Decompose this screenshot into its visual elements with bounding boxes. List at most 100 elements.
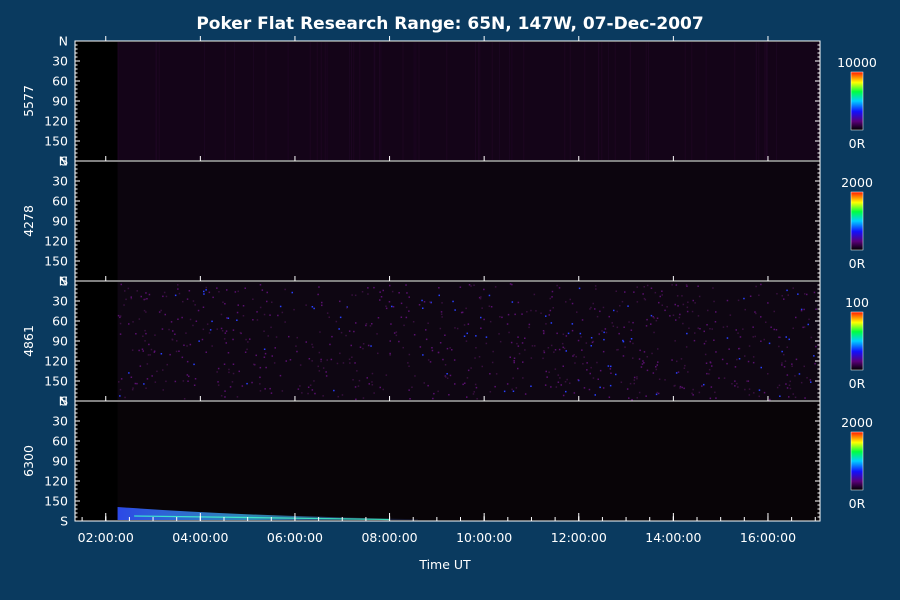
noise-speck	[679, 313, 681, 316]
streak	[418, 42, 420, 160]
noise-speck	[464, 382, 466, 384]
noise-speck	[609, 384, 612, 387]
noise-speck	[802, 326, 804, 329]
noise-speck	[119, 315, 122, 317]
noise-speck	[357, 385, 360, 387]
noise-speck	[636, 377, 638, 380]
noise-speck	[781, 364, 783, 366]
noise-speck	[409, 398, 411, 400]
noise-speck	[646, 356, 648, 358]
wavelength-label: 4861	[21, 325, 36, 357]
noise-speck	[311, 389, 314, 391]
x-tick-label: 16:00:00	[740, 530, 796, 545]
noise-speck	[440, 313, 443, 315]
noise-speck	[703, 330, 705, 333]
noise-speck	[367, 287, 369, 289]
noise-speck	[629, 340, 631, 343]
noise-speck	[154, 334, 156, 336]
noise-speck	[369, 325, 372, 327]
noise-speck	[501, 316, 503, 319]
noise-speck	[518, 352, 521, 355]
noise-speck	[437, 351, 440, 354]
noise-speck	[602, 387, 605, 389]
colorbar-max-label: 2000	[841, 175, 873, 190]
noise-speck	[808, 318, 810, 321]
noise-speck	[131, 349, 134, 351]
noise-speck	[211, 345, 213, 347]
noise-speck	[220, 327, 223, 330]
noise-speck	[411, 386, 413, 388]
noise-speck	[718, 377, 720, 379]
noise-speck	[603, 338, 605, 341]
noise-speck	[156, 370, 158, 373]
noise-speck	[530, 357, 533, 359]
noise-speck	[427, 359, 430, 361]
noise-speck	[760, 283, 762, 286]
noise-speck	[615, 373, 617, 376]
noise-speck	[325, 375, 328, 377]
noise-speck	[348, 358, 351, 360]
noise-speck	[652, 372, 655, 374]
noise-speck	[778, 336, 780, 338]
noise-speck	[154, 381, 157, 383]
noise-speck	[406, 292, 408, 294]
noise-speck	[483, 288, 485, 291]
noise-speck	[800, 309, 803, 312]
noise-speck	[345, 334, 347, 337]
noise-speck	[661, 290, 663, 292]
noise-speck	[160, 309, 162, 312]
noise-speck	[622, 355, 625, 357]
noise-speck	[658, 301, 660, 304]
noise-speck	[253, 363, 255, 366]
streak	[158, 42, 160, 160]
noise-speck	[671, 284, 673, 286]
noise-speck	[194, 304, 196, 306]
noise-speck	[245, 338, 247, 341]
y-tick-label: S	[60, 274, 68, 289]
noise-speck	[632, 357, 634, 359]
noise-speck	[586, 362, 588, 364]
noise-speck	[238, 370, 240, 373]
noise-speck	[526, 311, 528, 313]
noise-speck	[492, 350, 494, 353]
noise-speck	[475, 335, 477, 337]
noise-speck	[326, 312, 329, 314]
noise-speck	[130, 376, 133, 378]
noise-speck	[697, 285, 699, 287]
noise-speck	[145, 311, 147, 313]
streak	[645, 42, 647, 160]
noise-speck	[208, 332, 211, 334]
noise-speck	[511, 283, 513, 286]
noise-speck	[758, 389, 761, 391]
noise-speck	[140, 295, 142, 298]
noise-speck	[467, 323, 470, 325]
noise-speck	[692, 299, 694, 302]
noise-speck	[628, 321, 630, 323]
noise-speck	[185, 332, 187, 334]
noise-speck	[227, 317, 230, 319]
noise-speck	[791, 363, 793, 365]
noise-speck	[737, 332, 739, 334]
noise-speck	[494, 385, 496, 388]
noise-speck	[263, 356, 266, 358]
streak	[629, 42, 631, 160]
noise-speck	[489, 320, 492, 323]
noise-speck	[221, 330, 224, 332]
noise-speck	[791, 365, 793, 367]
y-tick-label: 150	[44, 134, 68, 149]
noise-speck	[737, 386, 739, 388]
noise-speck	[658, 378, 661, 380]
y-tick-label: 60	[52, 434, 68, 449]
streak	[598, 42, 599, 160]
noise-speck	[301, 392, 303, 394]
wavelength-label: 5577	[21, 85, 36, 117]
noise-speck	[795, 358, 798, 361]
data-region	[117, 402, 821, 520]
noise-speck	[583, 387, 586, 389]
noise-speck	[734, 385, 736, 387]
noise-speck	[675, 284, 678, 286]
noise-speck	[763, 338, 765, 341]
noise-speck	[153, 351, 156, 353]
noise-speck	[119, 316, 121, 319]
